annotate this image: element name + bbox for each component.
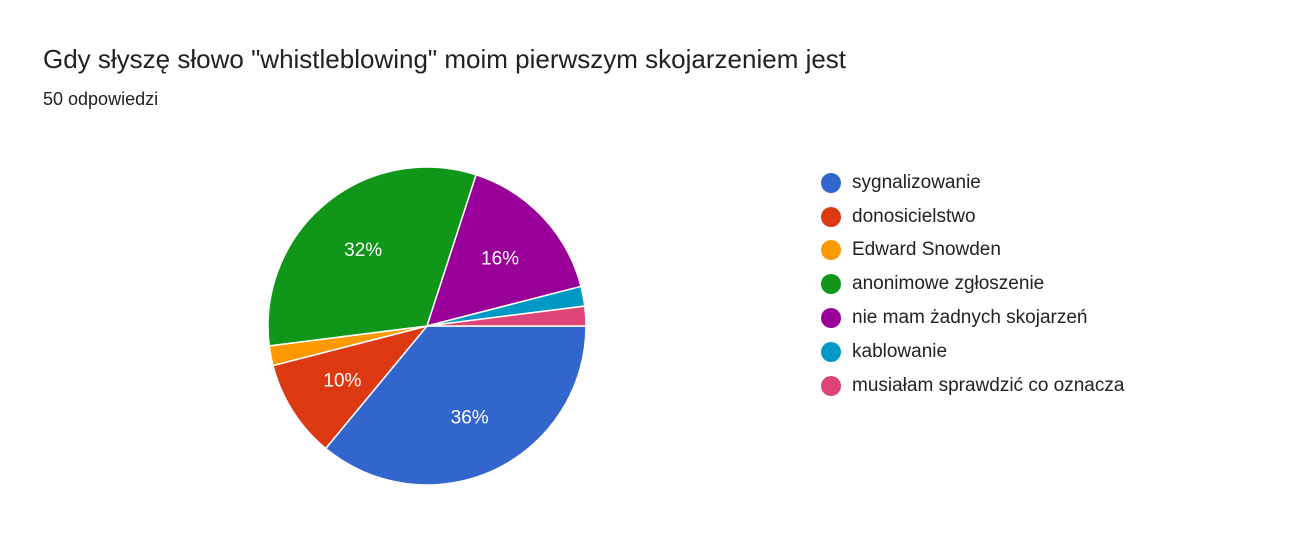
legend-swatch	[821, 206, 841, 227]
legend-swatch	[821, 308, 841, 329]
slice-data-label: 10%	[323, 371, 361, 392]
pie-slice-3[interactable]	[267, 166, 478, 347]
legend-item[interactable]: Edward Snowden	[821, 234, 1124, 268]
slice-data-label: 36%	[451, 408, 489, 429]
legend-label: nie mam żadnych skojarzeń	[852, 307, 1088, 329]
legend-item[interactable]: kablowanie	[821, 335, 1124, 369]
legend-swatch	[821, 240, 841, 261]
legend-item[interactable]: anonimowe zgłoszenie	[821, 267, 1124, 301]
legend-label: musiałam sprawdzić co oznacza	[852, 374, 1125, 396]
legend: sygnalizowanie donosicielstwo Edward Snowd…	[821, 166, 1124, 403]
slice-data-label: 16%	[481, 248, 519, 269]
legend-label: sygnalizowanie	[852, 171, 981, 193]
slice-data-label: 32%	[344, 240, 382, 261]
legend-label: donosicielstwo	[852, 205, 976, 227]
pie-slice-0[interactable]	[324, 325, 587, 486]
chart-title: Gdy słyszę słowo "whistleblowing" moim p…	[43, 44, 847, 74]
legend-swatch	[821, 172, 841, 193]
response-count: 50 odpowiedzi	[43, 89, 159, 109]
legend-swatch	[821, 375, 841, 396]
legend-label: Edward Snowden	[852, 239, 1001, 261]
legend-item[interactable]: nie mam żadnych skojarzeń	[821, 301, 1124, 335]
legend-label: kablowanie	[852, 340, 948, 362]
legend-swatch	[821, 341, 841, 362]
legend-item[interactable]: musiałam sprawdzić co oznacza	[821, 369, 1124, 403]
legend-swatch	[821, 274, 841, 295]
legend-item[interactable]: sygnalizowanie	[821, 166, 1124, 200]
legend-item[interactable]: donosicielstwo	[821, 200, 1124, 234]
pie-slice-6[interactable]	[426, 305, 587, 327]
pie-slice-1[interactable]	[272, 324, 430, 450]
legend-label: anonimowe zgłoszenie	[852, 273, 1045, 295]
pie-slice-4[interactable]	[425, 173, 582, 328]
